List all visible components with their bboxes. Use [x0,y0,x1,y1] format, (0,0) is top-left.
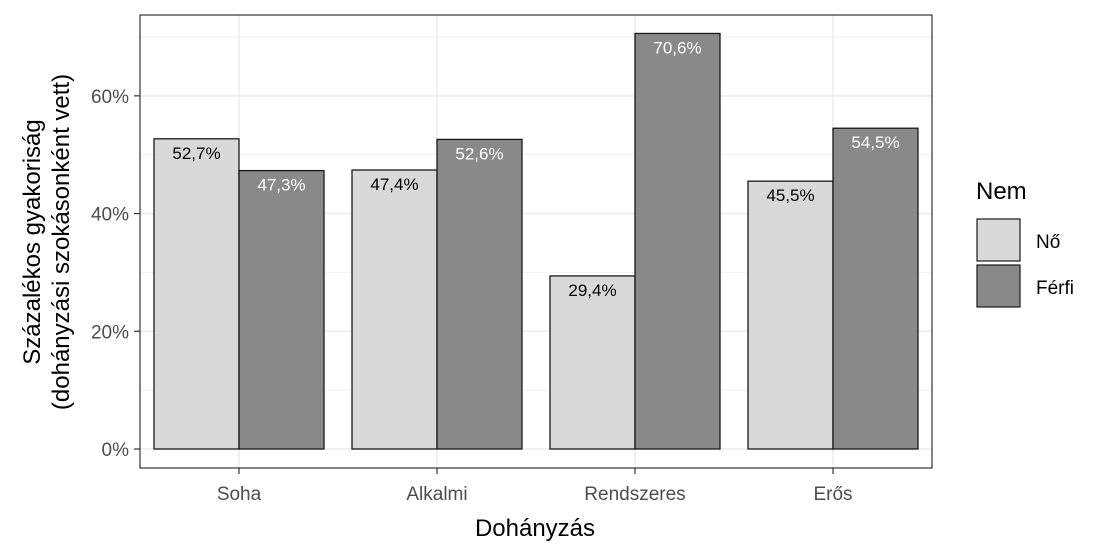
data-label: 52,7% [172,144,220,163]
x-tick-label: Rendszeres [584,484,685,505]
y-tick-label: 20% [91,322,129,343]
bar-ferfi-3 [832,127,919,450]
data-label: 47,4% [370,175,418,194]
y-axis-title-line-1: Százalékos gyakoriság [19,119,46,364]
bar-no-3 [747,180,834,450]
data-labels: 52,7% 47,3% 47,4% 52,6% 29,4% 70,6% 45,5% 54,5% [172,38,899,300]
legend-key-ferfi [976,264,1021,308]
bar-no-2 [549,275,636,450]
x-tick-label: Erős [813,484,852,505]
y-axis-title-line-2: (dohányzási szokásonként vett) [48,74,75,410]
bars [153,32,919,450]
data-label: 29,4% [568,281,616,300]
legend-label-no: Nő [1036,232,1060,253]
x-tick-label: Alkalmi [406,484,467,505]
data-label: 47,3% [257,176,305,195]
data-label: 52,6% [455,144,503,163]
data-label: 70,6% [653,38,701,57]
legend-label-ferfi: Férfi [1036,278,1074,299]
x-axis-title: Dohányzás [475,515,595,542]
bar-ferfi-0 [238,169,325,450]
x-tick-label: Soha [217,484,262,505]
legend-title: Nem [976,178,1027,205]
y-axis: 0% 20% 40% 60% [91,87,140,461]
y-tick-label: 0% [102,440,130,461]
bar-no-1 [351,169,438,450]
data-label: 54,5% [851,133,899,152]
panel-border [139,14,933,469]
bar-ferfi-1 [436,138,523,450]
x-axis: Soha Alkalmi Rendszeres Erős [217,468,853,505]
y-tick-label: 60% [91,87,129,108]
bar-ferfi-2 [634,32,721,450]
bar-no-0 [153,138,240,450]
legend-key-no [976,218,1021,262]
data-label: 45,5% [766,186,814,205]
y-tick-label: 40% [91,205,129,226]
legend: Nem Nő Férfi [976,178,1074,308]
